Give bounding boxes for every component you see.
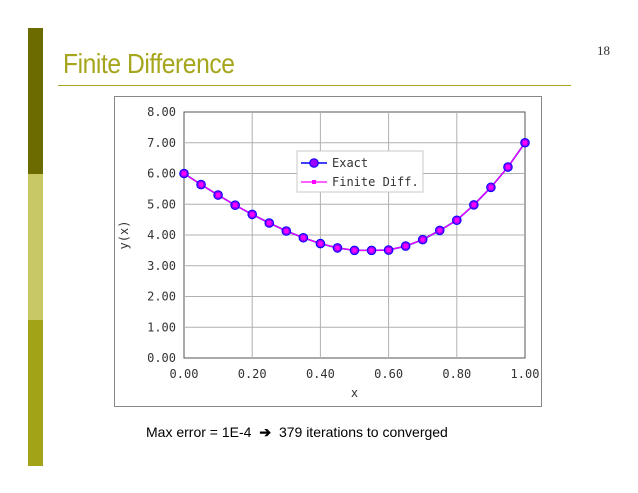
title-divider — [58, 85, 571, 86]
x-axis-label: x — [351, 386, 358, 400]
caption-iterations: 379 iterations to converged — [278, 424, 448, 440]
finite-diff-point — [318, 241, 323, 246]
side-bar-light — [28, 174, 43, 320]
finite-diff-point — [182, 171, 186, 176]
y-tick-label: 4.00 — [147, 228, 176, 242]
finite-diff-point — [352, 248, 357, 253]
finite-diff-point — [403, 244, 408, 249]
x-tick-label: 0.40 — [306, 367, 335, 381]
y-tick-label: 6.00 — [147, 167, 176, 181]
caption-max-error: Max error = 1E-4 — [146, 424, 252, 440]
finite-diff-point — [437, 228, 442, 233]
x-tick-label: 0.20 — [238, 367, 267, 381]
y-tick-label: 2.00 — [147, 290, 176, 304]
finite-diff-point — [471, 202, 476, 207]
finite-diff-point — [369, 248, 374, 253]
finite-diff-point — [523, 140, 527, 145]
x-tick-label: 0.00 — [170, 367, 199, 381]
finite-diff-point — [505, 165, 510, 170]
legend-exact-label: Exact — [332, 156, 368, 170]
side-bar-dark — [28, 28, 43, 174]
legend-box — [296, 150, 424, 193]
finite-diff-point — [250, 212, 255, 217]
y-axis-label: y(x) — [117, 221, 131, 250]
caption: Max error = 1E-4 ➔ 379 iterations to con… — [146, 424, 448, 441]
finite-diff-point — [488, 185, 493, 190]
finite-diff-point — [335, 245, 340, 250]
right-arrow-icon: ➔ — [259, 424, 272, 440]
finite-diff-point — [233, 203, 238, 208]
finite-diff-point — [301, 235, 306, 240]
y-tick-label: 3.00 — [147, 259, 176, 273]
x-tick-label: 0.80 — [442, 367, 471, 381]
finite-diff-point — [284, 229, 289, 234]
x-tick-label: 0.60 — [374, 367, 403, 381]
y-tick-label: 0.00 — [147, 351, 176, 365]
legend-fd-label: Finite Diff. — [332, 175, 419, 189]
x-tick-label: 1.00 — [511, 367, 540, 381]
finite-diff-point — [216, 193, 221, 198]
finite-diff-point — [454, 218, 459, 223]
finite-diff-point — [420, 237, 425, 242]
y-tick-label: 1.00 — [147, 320, 176, 334]
legend-exact-marker — [309, 158, 319, 168]
y-tick-label: 8.00 — [147, 105, 176, 119]
line-chart: 0.00 1.00 2.00 3.00 4.00 5.00 6.00 7.00 8.00 0.00… — [117, 105, 540, 400]
slide-title: Finite Difference — [63, 48, 235, 79]
finite-diff-point — [386, 248, 391, 253]
side-bar-mid — [28, 320, 43, 466]
legend-fd-marker — [312, 180, 316, 184]
page-number: 18 — [597, 43, 610, 58]
y-tick-label: 7.00 — [147, 136, 176, 150]
y-tick-label: 5.00 — [147, 197, 176, 211]
finite-diff-point — [267, 221, 272, 226]
finite-diff-point — [199, 182, 204, 187]
